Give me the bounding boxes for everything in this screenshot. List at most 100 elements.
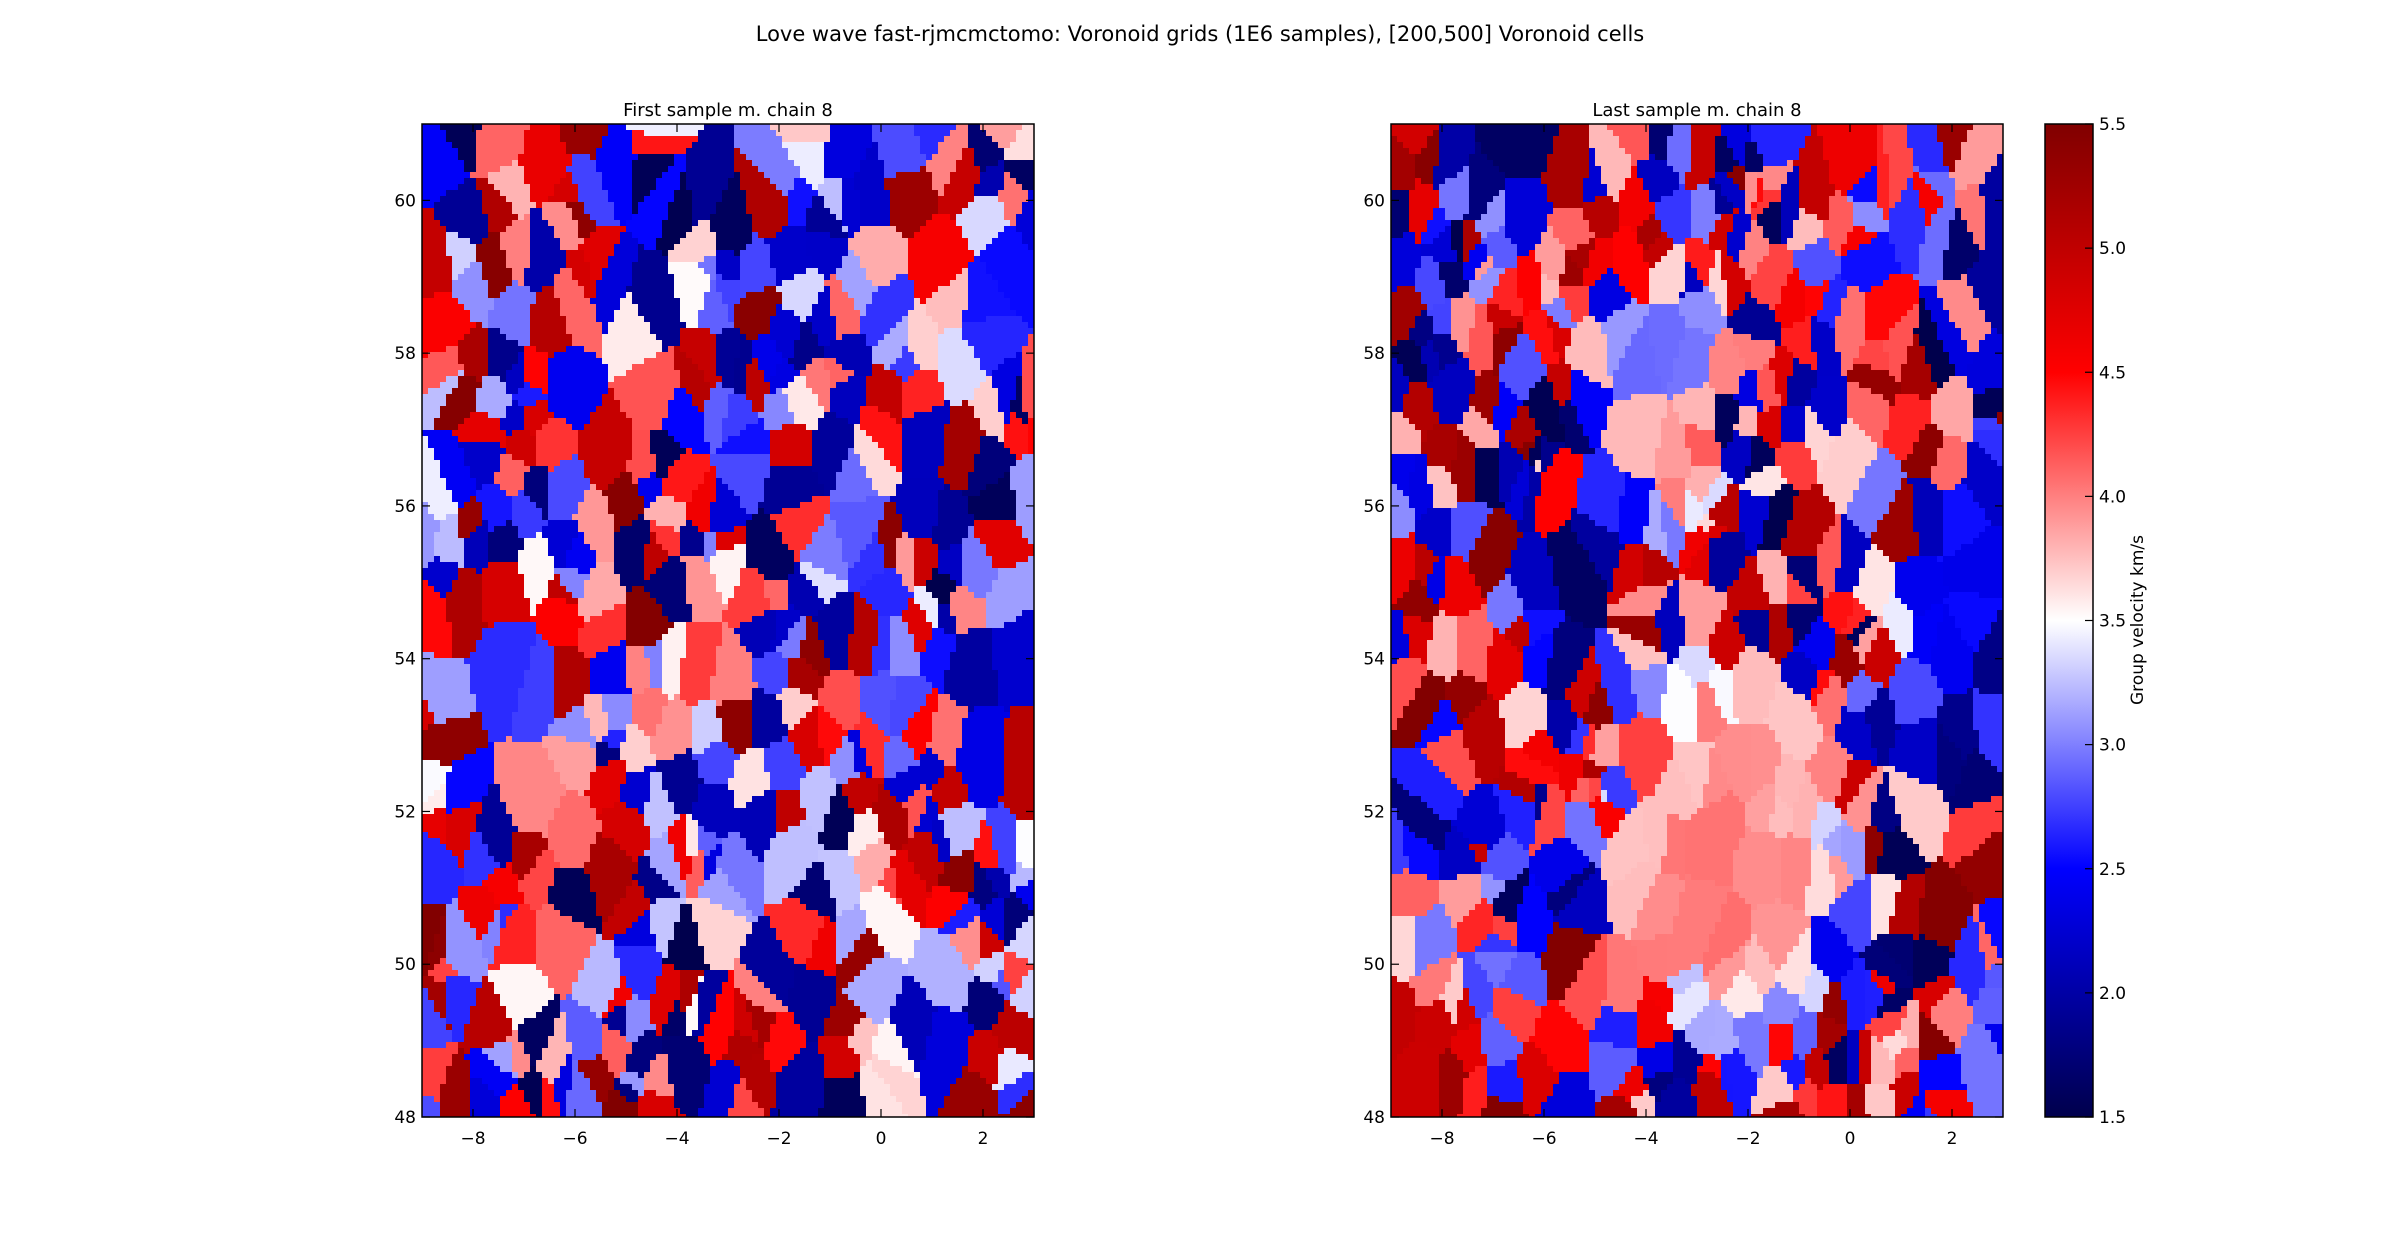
voronoi-cell-pixel (470, 142, 477, 149)
voronoi-cell-pixel (740, 292, 747, 299)
voronoi-cell-pixel (650, 142, 657, 149)
voronoi-cell-pixel (878, 328, 885, 335)
voronoi-cell-pixel (842, 202, 849, 209)
voronoi-cell-pixel (800, 394, 807, 401)
voronoi-cell-pixel (584, 304, 591, 311)
voronoi-cell-pixel (638, 238, 645, 245)
voronoi-cell-pixel (830, 286, 837, 293)
voronoi-cell-pixel (500, 406, 507, 413)
voronoi-cell-pixel (620, 316, 627, 323)
voronoi-cell-pixel (662, 190, 669, 197)
voronoi-cell-pixel (908, 358, 915, 365)
voronoi-cell-pixel (494, 130, 501, 137)
voronoi-cell-pixel (464, 208, 471, 215)
voronoi-cell-pixel (614, 406, 621, 413)
voronoi-cell-pixel (890, 370, 897, 377)
voronoi-cell-pixel (764, 136, 771, 143)
voronoi-cell-pixel (692, 220, 699, 227)
voronoi-cell-pixel (830, 382, 837, 389)
voronoi-cell-pixel (578, 394, 585, 401)
voronoi-cell-pixel (656, 274, 663, 281)
voronoi-cell-pixel (770, 304, 777, 311)
voronoi-cell-pixel (470, 382, 477, 389)
voronoi-cell-pixel (806, 124, 813, 131)
voronoi-cell-pixel (770, 130, 777, 137)
voronoi-cell-pixel (1004, 340, 1011, 347)
voronoi-cell-pixel (746, 166, 753, 173)
voronoi-cell-pixel (698, 130, 705, 137)
voronoi-cell-pixel (704, 226, 711, 233)
voronoi-cell-pixel (848, 262, 855, 269)
voronoi-cell-pixel (770, 352, 777, 359)
voronoi-cell-pixel (818, 352, 825, 359)
voronoi-cell-pixel (914, 148, 921, 155)
voronoi-cell-pixel (482, 178, 489, 185)
voronoi-cell-pixel (614, 394, 621, 401)
voronoi-cell-pixel (944, 364, 951, 371)
voronoi-cell-pixel (1022, 244, 1029, 251)
voronoi-cell-pixel (926, 292, 933, 299)
voronoi-cell-pixel (794, 310, 801, 317)
voronoi-cell-pixel (554, 124, 561, 131)
voronoi-cell-pixel (668, 412, 675, 419)
voronoi-cell-pixel (590, 148, 597, 155)
voronoi-cell-pixel (536, 322, 543, 329)
voronoi-cell-pixel (848, 328, 855, 335)
voronoi-cell-pixel (722, 220, 729, 227)
voronoi-cell-pixel (518, 286, 525, 293)
voronoi-cell-pixel (608, 298, 615, 305)
voronoi-cell-pixel (656, 340, 663, 347)
voronoi-cell-pixel (884, 214, 891, 221)
voronoi-cell-pixel (788, 262, 795, 269)
voronoi-cell-pixel (494, 166, 501, 173)
voronoi-cell-pixel (806, 412, 813, 419)
voronoi-cell-pixel (446, 178, 453, 185)
voronoi-cell-pixel (806, 304, 813, 311)
voronoi-cell-pixel (1016, 406, 1023, 413)
voronoi-cell-pixel (632, 262, 639, 269)
voronoi-cell-pixel (950, 190, 957, 197)
voronoi-cell-pixel (806, 178, 813, 185)
voronoi-cell-pixel (806, 334, 813, 341)
voronoi-cell-pixel (686, 160, 693, 167)
voronoi-cell-pixel (866, 280, 873, 287)
voronoi-cell-pixel (1022, 352, 1029, 359)
voronoi-cell-pixel (434, 208, 441, 215)
voronoi-cell-pixel (536, 400, 543, 407)
voronoi-cell-pixel (860, 250, 867, 257)
voronoi-cell-pixel (566, 226, 573, 233)
voronoi-cell-pixel (446, 382, 453, 389)
voronoi-cell-pixel (542, 160, 549, 167)
voronoi-cell-pixel (728, 202, 735, 209)
voronoi-cell-pixel (506, 286, 513, 293)
voronoi-cell-pixel (896, 370, 903, 377)
voronoi-cell-pixel (794, 304, 801, 311)
voronoi-cell-pixel (866, 310, 873, 317)
voronoi-cell-pixel (950, 340, 957, 347)
voronoi-cell-pixel (782, 280, 789, 287)
voronoi-cell-pixel (548, 136, 555, 143)
voronoi-cell-pixel (764, 184, 771, 191)
voronoi-cell-pixel (866, 166, 873, 173)
voronoi-cell-pixel (950, 178, 957, 185)
voronoi-cell-pixel (716, 316, 723, 323)
voronoi-cell-pixel (548, 232, 555, 239)
voronoi-cell-pixel (710, 274, 717, 281)
voronoi-cell-pixel (974, 382, 981, 389)
voronoi-cell-pixel (758, 172, 765, 179)
voronoi-cell-pixel (908, 406, 915, 413)
voronoi-cell-pixel (938, 310, 945, 317)
voronoi-cell-pixel (956, 142, 963, 149)
voronoi-cell-pixel (872, 166, 879, 173)
voronoi-cell-pixel (794, 352, 801, 359)
voronoi-cell-pixel (842, 208, 849, 215)
voronoi-cell-pixel (632, 280, 639, 287)
voronoi-cell-pixel (1010, 352, 1017, 359)
voronoi-cell-pixel (518, 178, 525, 185)
voronoi-cell-pixel (722, 184, 729, 191)
voronoi-cell-pixel (470, 412, 477, 419)
voronoi-cell-pixel (968, 268, 975, 275)
voronoi-cell-pixel (500, 382, 507, 389)
voronoi-cell-pixel (830, 406, 837, 413)
voronoi-cell-pixel (1010, 286, 1017, 293)
